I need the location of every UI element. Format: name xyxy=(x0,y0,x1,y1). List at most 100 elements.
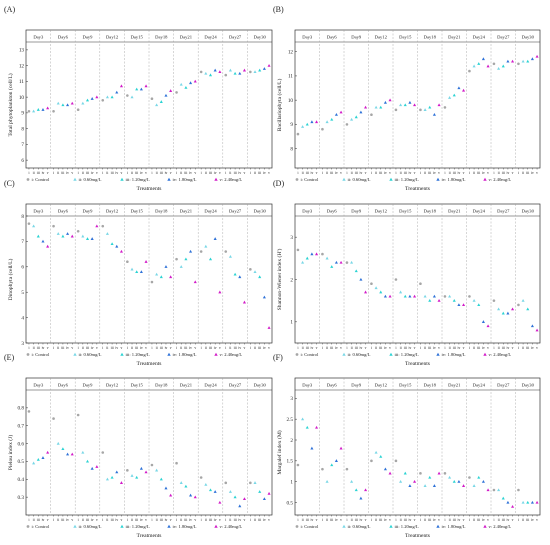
data-point xyxy=(126,260,129,264)
x-tick-label: ii xyxy=(424,518,426,522)
data-point xyxy=(155,272,159,276)
x-tick-label: iv xyxy=(189,171,192,175)
x-tick-label: iii xyxy=(258,518,261,522)
y-tick-label: 2 xyxy=(290,438,293,444)
day-label: Day24 xyxy=(204,35,217,40)
y-axis-label: Pielou index (J) xyxy=(7,435,14,471)
x-tick-label: ii xyxy=(131,171,133,175)
data-point xyxy=(468,476,471,479)
x-tick-label: v xyxy=(194,518,196,522)
x-tick-label: i xyxy=(420,346,421,350)
legend-marker xyxy=(436,524,440,528)
day-label: Day27 xyxy=(497,209,510,214)
data-point xyxy=(305,122,309,126)
x-tick-label: iii xyxy=(86,518,89,522)
x-tick-label: iii xyxy=(330,171,333,175)
x-tick-label: iii xyxy=(477,346,480,350)
x-tick-label: v xyxy=(487,171,489,175)
panel-label: (C) xyxy=(4,179,15,188)
x-tick-label: iii xyxy=(37,171,40,175)
day-label: Day12 xyxy=(375,35,388,40)
y-tick-label: 5 xyxy=(21,290,24,296)
data-point xyxy=(334,459,338,462)
x-tick-label: i xyxy=(444,171,445,175)
data-point xyxy=(403,103,407,107)
x-tick-label: v xyxy=(389,171,391,175)
x-tick-label: i xyxy=(322,518,323,522)
data-point xyxy=(27,410,31,413)
y-tick-label: 1.5 xyxy=(287,459,294,465)
day-label: Day9 xyxy=(351,35,362,40)
day-label: Day15 xyxy=(131,209,144,214)
data-point xyxy=(350,260,354,264)
data-point xyxy=(164,93,168,97)
x-tick-label: iii xyxy=(477,518,480,522)
data-point xyxy=(101,224,105,228)
data-point xyxy=(213,237,217,240)
data-point xyxy=(224,250,228,253)
panel-label: (F) xyxy=(273,353,283,362)
day-label: Day27 xyxy=(229,383,242,388)
x-tick-label: iv xyxy=(311,518,314,522)
x-tick-label: ii xyxy=(375,518,377,522)
day-label: Day21 xyxy=(448,209,461,214)
data-point xyxy=(305,256,309,260)
data-point xyxy=(379,454,383,458)
x-tick-label: v xyxy=(414,346,416,350)
data-point xyxy=(228,490,232,493)
day-label: Day12 xyxy=(106,35,119,40)
x-tick-label: ii xyxy=(106,518,108,522)
x-tick-label: v xyxy=(365,346,367,350)
day-label: Day15 xyxy=(131,383,144,388)
y-tick-label: 10 xyxy=(288,98,294,104)
data-point xyxy=(208,257,213,261)
x-tick-label: v xyxy=(47,518,49,522)
data-point xyxy=(481,320,485,323)
data-point xyxy=(296,248,300,252)
x-tick-label: iii xyxy=(111,171,114,175)
x-tick-label: v xyxy=(121,171,123,175)
data-point xyxy=(468,295,471,298)
data-point xyxy=(526,59,530,63)
day-label: Day30 xyxy=(522,383,535,388)
day-label: Day6 xyxy=(58,209,69,214)
data-point xyxy=(130,267,134,271)
x-tick-label: iii xyxy=(209,171,212,175)
data-point xyxy=(492,488,496,492)
data-point xyxy=(330,265,334,268)
data-point xyxy=(408,294,412,298)
data-point xyxy=(41,456,45,459)
x-tick-label: ii xyxy=(473,346,475,350)
data-point xyxy=(413,294,417,298)
x-tick-label: iv xyxy=(433,346,436,350)
x-tick-label: v xyxy=(512,346,514,350)
x-tick-label: ii xyxy=(400,518,402,522)
x-tick-label: i xyxy=(346,171,347,175)
data-point xyxy=(321,467,324,471)
day-label: Day27 xyxy=(229,209,242,214)
data-point xyxy=(179,82,183,86)
day-label: Day3 xyxy=(302,209,313,214)
x-tick-label: iii xyxy=(135,518,138,522)
x-tick-label: v xyxy=(145,518,147,522)
x-tick-label: iii xyxy=(428,518,431,522)
data-point xyxy=(150,97,154,100)
data-point xyxy=(419,282,422,286)
x-axis-label: Treatments xyxy=(405,533,430,539)
data-point xyxy=(238,71,242,75)
x-tick-label: ii xyxy=(522,171,524,175)
legend-label: i: Control xyxy=(32,352,50,357)
x-tick-label: i xyxy=(297,518,298,522)
data-point xyxy=(423,484,427,487)
legend-label: iv: 1.80mg/L xyxy=(173,352,197,357)
data-point xyxy=(184,484,188,488)
x-tick-label: i xyxy=(102,346,103,350)
x-tick-label: i xyxy=(493,346,494,350)
data-point xyxy=(339,446,343,450)
data-point xyxy=(296,132,300,136)
x-tick-label: iii xyxy=(330,518,333,522)
data-point xyxy=(253,70,257,74)
x-tick-label: v xyxy=(170,518,172,522)
